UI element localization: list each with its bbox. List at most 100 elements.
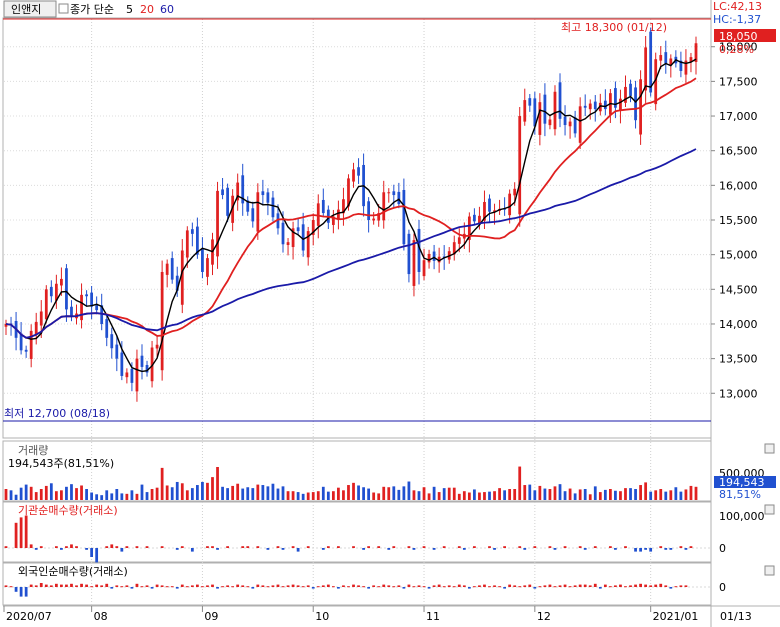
foreign-bar xyxy=(608,586,612,588)
foreign-bar xyxy=(251,587,255,589)
volume-panel xyxy=(2,440,712,502)
institutional-bar xyxy=(296,548,300,552)
current-change: 0,28% xyxy=(719,43,754,56)
volume-bar xyxy=(236,483,240,500)
volume-bar xyxy=(644,482,648,500)
foreign-bar xyxy=(115,585,119,587)
institutional-bar xyxy=(281,548,285,550)
candle-body xyxy=(619,98,622,111)
foreign-bar xyxy=(538,586,542,588)
institutional-bar xyxy=(216,548,219,550)
foreign-panel-close-icon[interactable] xyxy=(764,565,775,576)
institutional-bar xyxy=(457,546,461,548)
volume-bar xyxy=(588,494,592,500)
foreign-bar xyxy=(170,586,174,588)
institutional-bar xyxy=(291,546,295,548)
volume-bar xyxy=(115,489,119,500)
volume-bar xyxy=(659,489,663,500)
volume-panel-close-icon[interactable] xyxy=(764,443,775,454)
institutional-bar xyxy=(34,548,38,550)
foreign-bar xyxy=(342,585,345,587)
candle-body xyxy=(679,60,683,71)
foreign-bar xyxy=(664,585,668,587)
volume-bar xyxy=(301,493,305,500)
volume-bar xyxy=(39,489,43,500)
candle-body xyxy=(508,193,512,216)
institutional-bar xyxy=(60,548,63,550)
foreign-bar xyxy=(553,586,557,588)
price-tick-label: 17,500 xyxy=(719,75,758,88)
candle-body xyxy=(130,368,134,383)
candle-body xyxy=(543,94,547,124)
candle-body xyxy=(180,250,184,305)
foreign-bar xyxy=(558,585,562,587)
volume-bar xyxy=(442,488,446,500)
candle-body xyxy=(694,43,698,62)
volume-bar xyxy=(427,493,431,500)
volume-bar xyxy=(29,486,33,500)
institutional-bar xyxy=(145,546,149,548)
foreign-bar xyxy=(140,586,144,588)
volume-bar xyxy=(316,491,320,500)
volume-bar xyxy=(629,488,632,500)
candle-body xyxy=(553,91,557,130)
foreign-bar xyxy=(120,586,124,588)
institutional-bar xyxy=(548,546,552,548)
candle-body xyxy=(251,208,255,222)
foreign-bar xyxy=(619,584,622,587)
toolbar-menu-icon[interactable] xyxy=(58,3,69,14)
volume-bar xyxy=(261,485,265,500)
candle-body xyxy=(145,364,149,373)
volume-bar xyxy=(211,477,214,500)
candle-body xyxy=(357,167,360,176)
institutional-bar xyxy=(125,546,129,548)
candle-body xyxy=(427,253,431,263)
foreign-bar xyxy=(634,584,637,587)
foreign-bar xyxy=(377,586,381,588)
candle-body xyxy=(342,199,345,214)
institutional-bar xyxy=(19,517,23,548)
volume-bar xyxy=(503,490,506,500)
foreign-bar xyxy=(85,584,88,587)
volume-bar xyxy=(241,488,245,500)
candle-body xyxy=(523,100,527,122)
foreign-bar xyxy=(301,586,305,588)
foreign-bar xyxy=(291,584,295,587)
institutional-bar xyxy=(14,522,18,548)
volume-bar xyxy=(286,491,290,500)
volume-bar xyxy=(65,486,68,500)
volume-bar xyxy=(357,485,360,500)
foreign-bar xyxy=(659,583,663,587)
volume-bar xyxy=(311,492,315,500)
price-tick-label: 15,000 xyxy=(719,249,758,262)
foreign-bar xyxy=(246,586,250,588)
foreign-bar xyxy=(281,586,285,588)
foreign-panel xyxy=(2,562,712,606)
volume-bar xyxy=(155,487,159,500)
price-tick-label: 17,000 xyxy=(719,110,758,123)
volume-bar xyxy=(624,488,627,500)
institutional-bar xyxy=(276,546,280,548)
candle-body xyxy=(624,86,627,103)
candle-body xyxy=(452,242,456,255)
candle-body xyxy=(558,82,562,119)
candle-body xyxy=(352,169,355,182)
candle-body xyxy=(588,103,592,110)
candle-body xyxy=(473,214,476,222)
candle-body xyxy=(432,251,436,261)
current-price-tag xyxy=(714,29,776,42)
price-axis-ticks: 18,000 17,500 17,000 16,500 16,000 15,500 15,0… xyxy=(711,41,758,400)
volume-bar xyxy=(367,488,371,500)
institutional-panel-close-icon[interactable] xyxy=(764,504,775,515)
candle-body xyxy=(105,319,109,338)
volume-bar xyxy=(347,485,350,500)
foreign-bar xyxy=(60,584,63,587)
candle-body xyxy=(115,344,119,359)
foreign-tick-0: 0 xyxy=(719,581,726,594)
institutional-bar xyxy=(493,548,496,550)
institutional-bar xyxy=(241,546,245,548)
candle-body xyxy=(402,189,406,245)
stock-tab[interactable] xyxy=(3,0,57,18)
foreign-bar xyxy=(654,584,658,587)
volume-bar xyxy=(397,489,401,500)
